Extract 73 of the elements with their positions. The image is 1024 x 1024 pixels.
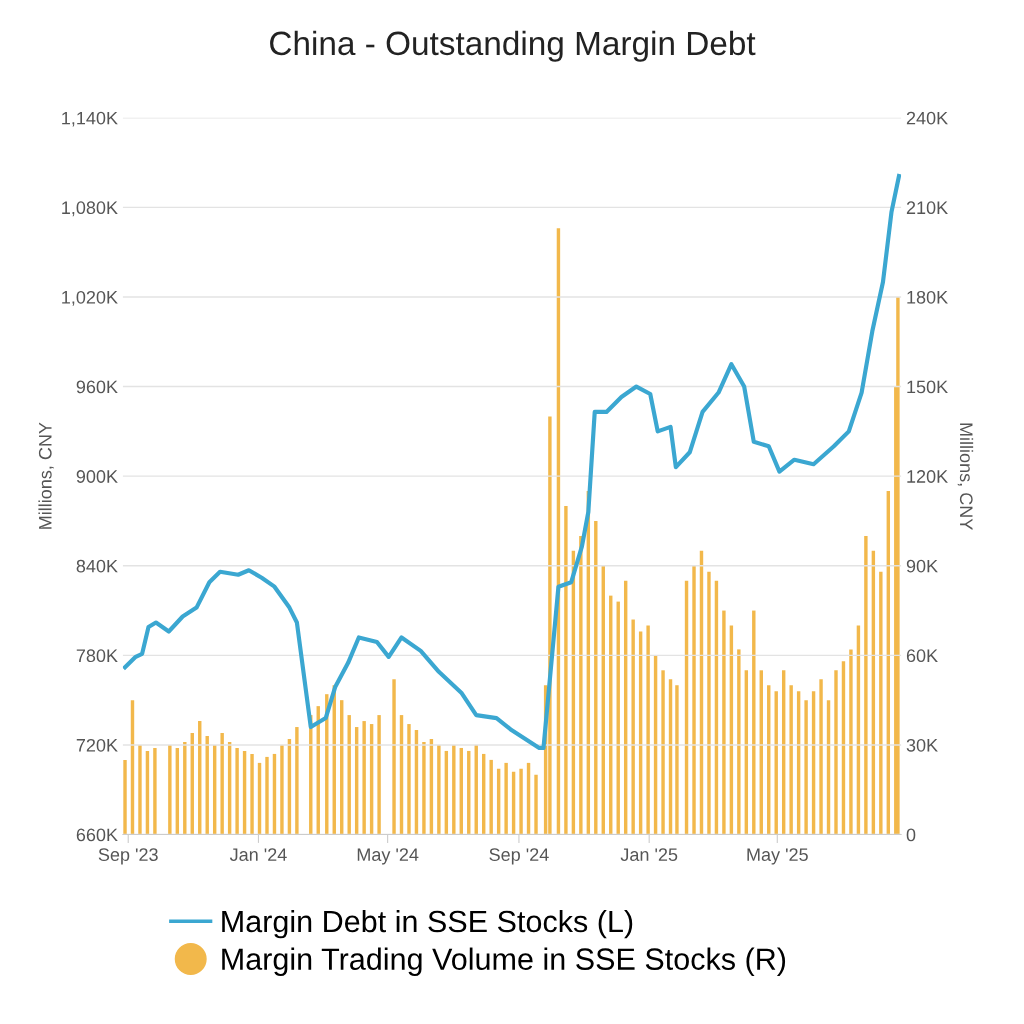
bar <box>153 747 157 835</box>
y2-tick-label: 120K <box>907 470 948 483</box>
bar <box>504 762 508 835</box>
bar <box>849 649 853 835</box>
bar <box>183 741 187 835</box>
bar <box>392 679 396 835</box>
y2-tick-label: 90K <box>906 559 938 573</box>
bar <box>235 747 239 835</box>
x-tick-label: Jan '24 <box>229 848 287 862</box>
y-axis-title: Millions, CNY <box>38 422 54 529</box>
x-tick-label: Sep '24 <box>489 848 549 865</box>
legend-label: Margin Debt in SSE Stocks (L) <box>222 909 633 939</box>
bar <box>722 610 726 835</box>
bar <box>265 756 269 835</box>
y-tick-label: 900K <box>76 470 118 483</box>
bar <box>295 727 299 835</box>
bar <box>594 520 598 835</box>
x-tick-label: May '25 <box>747 848 808 865</box>
bar <box>138 744 142 835</box>
bar <box>631 619 635 835</box>
bar <box>220 733 224 835</box>
y2-tick-label: 30K <box>906 738 938 752</box>
bar <box>804 700 808 835</box>
bar <box>707 571 711 835</box>
bar <box>834 670 838 835</box>
bar <box>752 610 756 835</box>
bar <box>422 741 426 835</box>
bar <box>168 744 172 835</box>
bar <box>579 535 583 835</box>
legend-label: Margin Trading Volume in SSE Stocks (R) <box>222 947 786 977</box>
bar <box>661 670 665 835</box>
chart-title: China - Outstanding Margin Debt <box>270 30 756 62</box>
bar <box>519 768 523 835</box>
y-tick-label: 660K <box>76 828 118 842</box>
y2-tick-label: 240K <box>906 111 948 125</box>
y2-axis-title: Millions, CNY <box>957 423 974 530</box>
bar <box>534 774 538 835</box>
bar <box>564 506 568 835</box>
y2-tick-label: 210K <box>906 201 948 215</box>
bar <box>675 685 679 835</box>
bar <box>692 565 696 835</box>
x-tick-label: May '24 <box>357 848 419 865</box>
bar <box>123 759 127 835</box>
x-tick-label: Sep '23 <box>98 848 158 865</box>
bar <box>879 571 883 835</box>
y2-tick-label: 180K <box>907 290 948 304</box>
bar <box>789 685 793 835</box>
x-tick-label: Jan '25 <box>620 848 678 862</box>
bar <box>280 744 284 835</box>
bar <box>250 753 254 835</box>
y-tick-label: 780K <box>76 649 118 663</box>
y2-tick-label: 0 <box>906 828 916 842</box>
bar <box>646 625 650 835</box>
bar <box>452 744 456 835</box>
bar <box>347 715 351 835</box>
bar <box>819 679 823 835</box>
line-series <box>122 173 902 751</box>
y2-tick-label: 150K <box>907 380 948 394</box>
y-tick-label: 1,020K <box>62 290 118 306</box>
bar <box>437 744 441 835</box>
y-tick-label: 720K <box>76 738 118 752</box>
y-tick-label: 1,080K <box>62 201 118 217</box>
bar <box>362 721 366 835</box>
y-tick-label: 960K <box>76 380 118 394</box>
y-tick-label: 1,140K <box>62 111 118 127</box>
bar <box>896 296 900 835</box>
y2-tick-label: 60K <box>906 649 938 663</box>
bar <box>737 649 741 835</box>
y-tick-label: 840K <box>76 559 118 573</box>
bar <box>407 724 411 835</box>
bar <box>864 535 868 835</box>
bar <box>377 715 381 835</box>
bar <box>489 759 493 835</box>
